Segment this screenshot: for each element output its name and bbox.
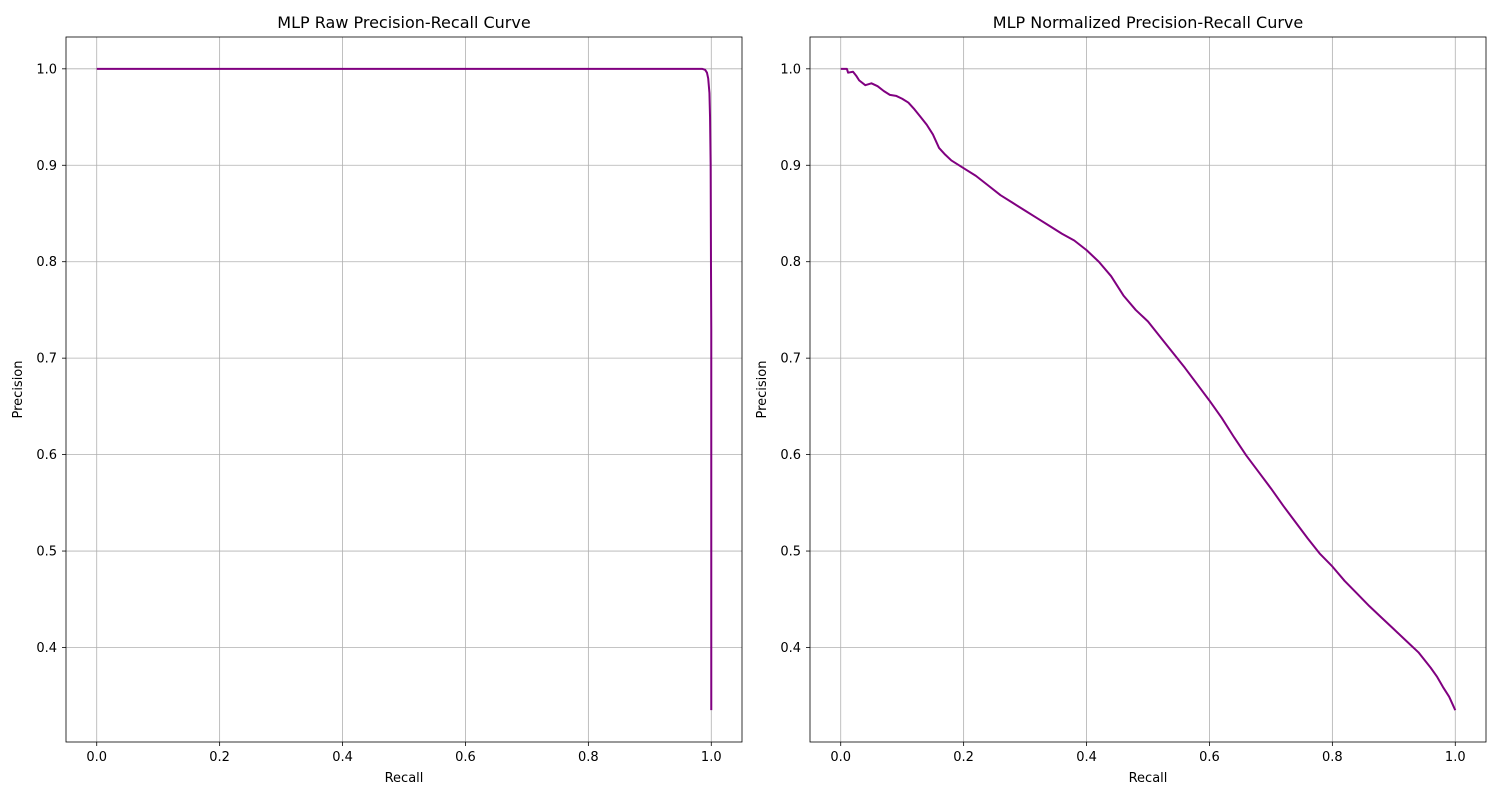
y-tick-label: 0.7	[780, 352, 801, 367]
y-tick-label: 0.9	[780, 159, 801, 174]
x-tick-label: 1.0	[1445, 750, 1466, 765]
chart-title: MLP Raw Precision-Recall Curve	[277, 13, 530, 32]
x-tick-label: 0.2	[953, 750, 974, 765]
pr-curve-line	[96, 67, 713, 711]
y-tick-label: 1.0	[780, 62, 801, 77]
x-tick-label: 0.8	[1322, 750, 1343, 765]
axes-frame	[65, 36, 743, 743]
y-axis-label: Precision	[11, 360, 26, 418]
y-tick-label: 0.5	[36, 545, 57, 560]
y-tick-label: 0.4	[36, 641, 57, 656]
normalized-pr-chart-panel: 0.0 0.2 0.4 0.6 0.8 1.0 0.4 0.5 0.6 0.7 0.8 0.9 1.0 M…	[755, 13, 1487, 786]
x-tick-label: 0.4	[1076, 750, 1097, 765]
x-tick-label: 0.0	[830, 750, 851, 765]
axes-frame	[809, 36, 1487, 743]
chart-title: MLP Normalized Precision-Recall Curve	[993, 13, 1303, 32]
raw-pr-chart-panel: 0.0 0.2 0.4 0.6 0.8 1.0 0.4 0.5 0.6 0.7 0.8 0.9 1.0 M…	[11, 13, 743, 786]
x-tick-label: 0.6	[1199, 750, 1220, 765]
x-tick-label: 1.0	[701, 750, 722, 765]
y-tick-label: 1.0	[36, 62, 57, 77]
x-axis-label: Recall	[385, 771, 424, 786]
y-tick-label: 0.8	[36, 255, 57, 270]
y-tick-label: 0.8	[780, 255, 801, 270]
y-axis-label: Precision	[755, 360, 770, 418]
pr-curve-line	[840, 67, 1457, 711]
y-tick-label: 0.7	[36, 352, 57, 367]
x-tick-label: 0.0	[86, 750, 107, 765]
y-tick-label: 0.4	[780, 641, 801, 656]
y-tick-label: 0.5	[780, 545, 801, 560]
x-axis-label: Recall	[1129, 771, 1168, 786]
y-tick-label: 0.9	[36, 159, 57, 174]
x-tick-label: 0.8	[578, 750, 599, 765]
x-tick-label: 0.6	[455, 750, 476, 765]
x-tick-label: 0.2	[209, 750, 230, 765]
x-tick-label: 0.4	[332, 750, 353, 765]
y-tick-label: 0.6	[780, 448, 801, 463]
y-tick-label: 0.6	[36, 448, 57, 463]
